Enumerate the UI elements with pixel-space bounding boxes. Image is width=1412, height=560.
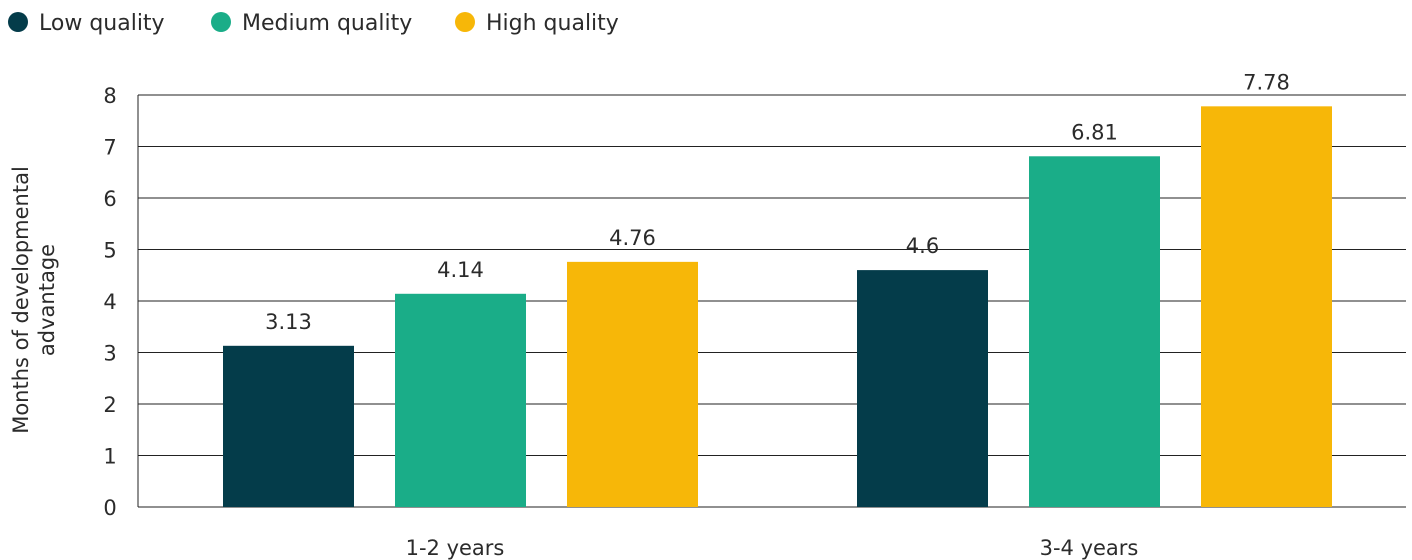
y-tick-label: 7	[103, 136, 116, 160]
x-axis-categories: 1-2 years 3-4 years	[406, 536, 1139, 560]
legend-marker-0	[8, 12, 28, 32]
data-label: 6.81	[1071, 120, 1118, 144]
bar-1-2-years-2	[567, 262, 698, 507]
bar-1-2-years-1	[395, 294, 526, 507]
legend-label-2: High quality	[486, 11, 619, 36]
bar-3-4-years-0	[857, 270, 988, 507]
y-tick-label: 1	[103, 445, 116, 469]
bar-3-4-years-2	[1201, 106, 1332, 507]
y-tick-label: 0	[103, 496, 116, 520]
data-label: 7.78	[1243, 70, 1290, 94]
x-category-label: 1-2 years	[406, 536, 505, 560]
y-tick-label: 4	[103, 290, 116, 314]
y-axis-title-line: Months of developmental	[9, 166, 33, 434]
legend-label-0: Low quality	[39, 11, 165, 36]
legend-marker-1	[211, 12, 231, 32]
legend-label-1: Medium quality	[242, 11, 412, 36]
y-tick-label: 3	[103, 342, 116, 366]
data-label: 3.13	[265, 310, 312, 334]
y-tick-label: 5	[103, 239, 116, 263]
y-tick-label: 8	[103, 84, 116, 108]
bars	[223, 106, 1332, 507]
y-axis-ticks: 0 1 2 3 4 5 6 7 8	[103, 84, 116, 520]
bar-3-4-years-1	[1029, 156, 1160, 507]
x-category-label: 3-4 years	[1040, 536, 1139, 560]
y-tick-label: 2	[103, 393, 116, 417]
y-axis-title: Months of developmental advantage	[9, 166, 59, 434]
y-tick-label: 6	[103, 187, 116, 211]
bar-1-2-years-0	[223, 346, 354, 507]
data-label: 4.76	[609, 226, 656, 250]
data-label: 4.14	[437, 258, 484, 282]
chart-legend: Low quality Medium quality High quality	[8, 11, 619, 36]
y-axis-title-line: advantage	[35, 244, 59, 356]
data-label: 4.6	[906, 234, 939, 258]
legend-marker-2	[455, 12, 475, 32]
